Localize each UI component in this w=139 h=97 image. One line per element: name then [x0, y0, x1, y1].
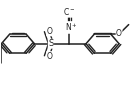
- Text: C$^-$: C$^-$: [63, 6, 76, 17]
- Text: N$^+$: N$^+$: [65, 22, 78, 33]
- Text: O: O: [47, 52, 53, 61]
- Text: O: O: [116, 29, 122, 38]
- Text: S: S: [48, 39, 54, 48]
- Text: O: O: [47, 27, 53, 36]
